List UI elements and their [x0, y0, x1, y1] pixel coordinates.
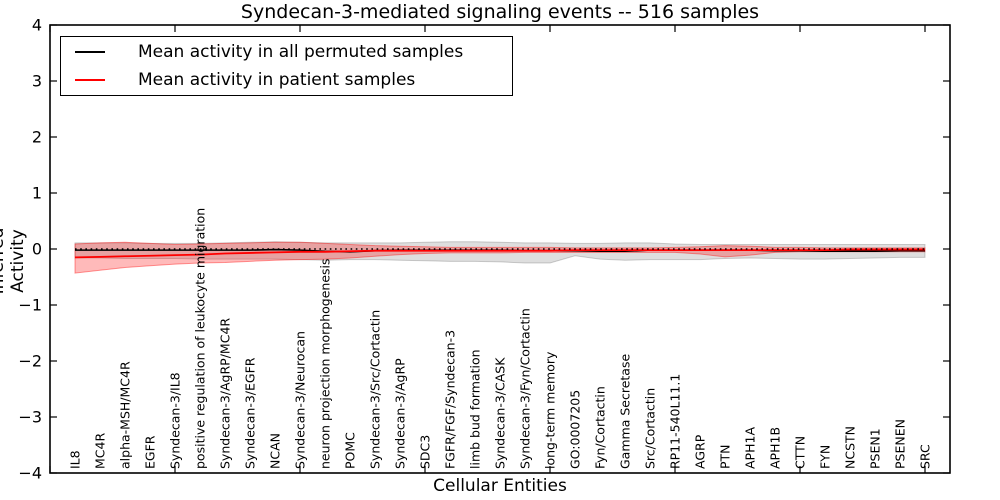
- patient-line-sample-icon: [75, 79, 105, 81]
- y-tick-label: −2: [18, 352, 42, 371]
- category-label: neuron projection morphogenesis: [318, 258, 333, 469]
- category-label: IL8: [68, 450, 83, 469]
- y-tick-label: 3: [32, 72, 42, 91]
- category-label: Syndecan-3/CASK: [493, 357, 508, 469]
- category-label: AGRP: [693, 434, 708, 469]
- legend-box: Mean activity in all permuted samples Me…: [60, 36, 513, 96]
- category-label: PTN: [718, 444, 733, 469]
- chart-title: Syndecan-3-mediated signaling events -- …: [240, 1, 760, 23]
- category-label: positive regulation of leukocyte migrati…: [193, 208, 208, 469]
- category-label: limb bud formation: [468, 349, 483, 469]
- y-tick-label: 0: [32, 240, 42, 259]
- category-label: long-term memory: [543, 351, 558, 469]
- category-label: Syndecan-3/IL8: [168, 372, 183, 469]
- category-label: Syndecan-3/Src/Cortactin: [368, 310, 383, 469]
- category-label: POMC: [343, 432, 358, 469]
- category-label: NCSTN: [843, 426, 858, 469]
- category-label: MC4R: [93, 433, 108, 469]
- y-tick-label: −4: [18, 464, 42, 483]
- legend-label-patient: Mean activity in patient samples: [138, 70, 416, 90]
- category-label: SRC: [918, 444, 933, 469]
- category-label: Src/Cortactin: [643, 388, 658, 469]
- y-tick-label: −1: [18, 296, 42, 315]
- category-label: Syndecan-3/AgRP: [393, 358, 408, 469]
- category-label: CTTN: [793, 436, 808, 469]
- x-axis-title: Cellular Entities: [433, 476, 567, 496]
- permuted-line-sample-icon: [75, 51, 105, 53]
- category-label: APH1B: [768, 427, 783, 469]
- legend-label-permuted: Mean activity in all permuted samples: [138, 42, 464, 62]
- category-label: Syndecan-3/EGFR: [243, 357, 258, 469]
- category-label: Fyn/Cortactin: [593, 386, 608, 469]
- category-label: Syndecan-3/Fyn/Cortactin: [518, 308, 533, 469]
- category-label: Syndecan-3/AgRP/MC4R: [218, 318, 233, 469]
- category-label: PSEN1: [868, 428, 883, 469]
- category-label: APH1A: [743, 427, 758, 469]
- category-label: EGFR: [143, 435, 158, 469]
- category-label: RP11-540L11.1: [668, 374, 683, 469]
- category-label: NCAN: [268, 433, 283, 469]
- y-tick-label: −3: [18, 408, 42, 427]
- plot-border: [49, 24, 951, 474]
- category-label: Gamma Secretase: [618, 354, 633, 469]
- category-label: FYN: [818, 445, 833, 469]
- category-label: SDC3: [418, 435, 433, 469]
- y-tick-label: 1: [32, 184, 42, 203]
- y-axis-title: Inferred Activity: [0, 227, 28, 295]
- category-label: Syndecan-3/Neurocan: [293, 331, 308, 469]
- legend-entry-patient: Mean activity in patient samples: [61, 67, 512, 93]
- y-tick-label: 4: [32, 16, 42, 35]
- y-tick-label: 2: [32, 128, 42, 147]
- category-label: GO:0007205: [568, 390, 583, 469]
- permuted-band: [74, 241, 926, 264]
- category-label: PSENEN: [893, 419, 908, 469]
- legend-entry-permuted: Mean activity in all permuted samples: [61, 39, 512, 65]
- category-label: alpha-MSH/MC4R: [118, 361, 133, 469]
- category-label: FGFR/FGF/Syndecan-3: [443, 330, 458, 469]
- patient-mean-line: [74, 248, 925, 259]
